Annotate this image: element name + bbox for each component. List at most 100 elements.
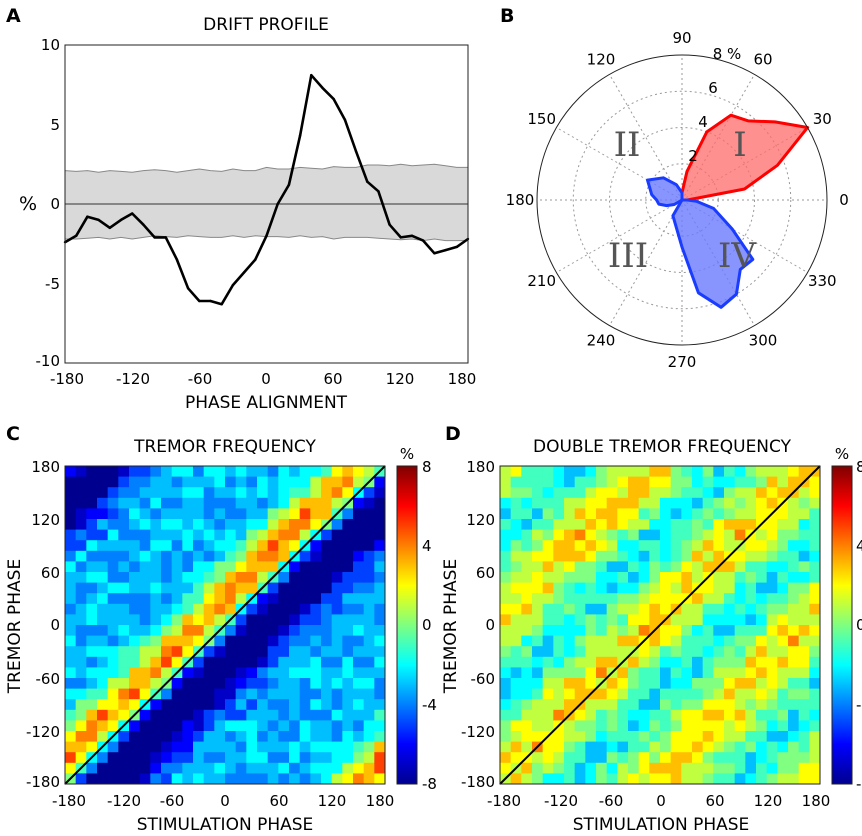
- chart-c-heat-cell: [353, 762, 365, 774]
- chart-c-heat-cell: [353, 614, 365, 626]
- chart-c-heat-cell: [289, 582, 301, 594]
- chart-c-heat-cell: [161, 762, 173, 774]
- chart-d-heat-cell: [745, 582, 757, 594]
- chart-c-heat-cell: [278, 667, 290, 679]
- chart-c-heat-cell: [86, 614, 98, 626]
- chart-c-heat-cell: [235, 487, 247, 499]
- chart-c-heat-cell: [65, 593, 77, 605]
- chart-c-heat-cell: [374, 593, 385, 605]
- chart-d-heat-cell: [596, 667, 608, 679]
- chart-d-heat-cell: [628, 699, 640, 711]
- chart-b-sector-red: [680, 113, 810, 202]
- chart-d-heat-cell: [500, 667, 512, 679]
- chart-d-heat-cell: [756, 688, 768, 700]
- chart-c-heat-cell: [107, 476, 119, 488]
- chart-d-heat-cell: [521, 762, 533, 774]
- chart-d-heat-cell: [713, 487, 725, 499]
- chart-d-heat-cell: [564, 720, 576, 732]
- chart-d-heat-cell: [564, 646, 576, 658]
- chart-d-heat-cell: [692, 593, 704, 605]
- chart-c-heat-cell: [171, 720, 183, 732]
- chart-d-heat-cell: [745, 656, 757, 668]
- chart-c-heat-cell: [97, 646, 109, 658]
- chart-d-heat-cell: [660, 487, 672, 499]
- chart-d-heat-cell: [553, 529, 565, 541]
- chart-c-heat-cell: [342, 487, 354, 499]
- chart-c-heat-cell: [139, 688, 151, 700]
- chart-d-heat-cell: [628, 614, 640, 626]
- chart-c-heat-cell: [75, 646, 87, 658]
- chart-c-heat-cell: [214, 487, 226, 499]
- chart-c-heat-cell: [129, 529, 141, 541]
- chart-d-heat-cell: [606, 603, 618, 615]
- chart-d-heat-cell: [798, 487, 810, 499]
- chart-b-angle-tick: 240: [587, 331, 616, 349]
- chart-c-heat-cell: [118, 487, 130, 499]
- chart-c-heat-cell: [278, 529, 290, 541]
- chart-c-heat-cell: [203, 699, 215, 711]
- chart-d-heat-cell: [542, 709, 554, 721]
- chart-c-heat-cell: [321, 561, 333, 573]
- chart-d-heat-cell: [713, 678, 725, 690]
- chart-c-heat-cell: [363, 752, 375, 764]
- chart-d-heat-cell: [681, 540, 693, 552]
- chart-d-heat-cell: [766, 667, 778, 679]
- chart-d-heat-cell: [745, 667, 757, 679]
- chart-c-heat-cell: [289, 540, 301, 552]
- chart-c-heat-cell: [374, 529, 385, 541]
- chart-d-heat-cell: [628, 572, 640, 584]
- chart-c-heat-cell: [214, 635, 226, 647]
- chart-d-heat-cell: [649, 635, 661, 647]
- chart-b-angle-tick: 180: [506, 191, 535, 209]
- chart-c-heat-cell: [353, 678, 365, 690]
- chart-d-heat-cell: [798, 593, 810, 605]
- chart-c-heat-cell: [203, 688, 215, 700]
- chart-d-heat-cell: [777, 582, 789, 594]
- chart-d-heat-cell: [777, 540, 789, 552]
- chart-a-point: [108, 226, 111, 230]
- chart-c-heat-cell: [171, 603, 183, 615]
- chart-c-heat-cell: [139, 752, 151, 764]
- chart-d-heat-cell: [574, 752, 586, 764]
- chart-c-heat-cell: [161, 466, 173, 478]
- chart-d-heat-cell: [596, 540, 608, 552]
- chart-c-heat-cell: [374, 699, 385, 711]
- chart-c-heat-cell: [161, 773, 173, 784]
- chart-d-xtick: -60: [599, 792, 624, 810]
- chart-d-heat-cell: [542, 487, 554, 499]
- chart-d-heat-cell: [702, 625, 714, 637]
- chart-a-point: [433, 252, 436, 255]
- chart-d-heat-cell: [617, 614, 629, 626]
- chart-c-heat-cell: [310, 550, 322, 562]
- chart-c-heat-cell: [118, 625, 130, 637]
- chart-d-heat-cell: [574, 635, 586, 647]
- chart-d-heat-cell: [521, 656, 533, 668]
- chart-c-heat-cell: [118, 582, 130, 594]
- chart-d-heat-cell: [660, 762, 672, 774]
- chart-c-ylabel: TREMOR PHASE: [5, 559, 25, 694]
- chart-d-heat-cell: [542, 614, 554, 626]
- chart-d-heat-cell: [809, 720, 820, 732]
- chart-d-heat-cell: [756, 656, 768, 668]
- chart-d-heat-cell: [574, 572, 586, 584]
- chart-d-heat-cell: [777, 487, 789, 499]
- chart-c-heat-cell: [203, 603, 215, 615]
- chart-d-heat-cell: [553, 593, 565, 605]
- chart-d-heat-cell: [809, 603, 820, 615]
- chart-d-heat-cell: [649, 476, 661, 488]
- chart-c-heat-cell: [278, 476, 290, 488]
- chart-d-heat-cell: [692, 762, 704, 774]
- chart-c-heat-cell: [267, 688, 279, 700]
- chart-d-heat-cell: [766, 529, 778, 541]
- chart-d-heat-cell: [766, 678, 778, 690]
- chart-b-grid-spoke: [556, 199, 683, 273]
- chart-d-heat-cell: [596, 593, 608, 605]
- chart-d-heat-cell: [702, 741, 714, 753]
- chart-c-heat-cell: [321, 593, 333, 605]
- tremor-frequency-panel: TREMOR FREQUENCY -180 -120 -60 0 60 120 …: [5, 437, 437, 835]
- chart-d-heat-cell: [745, 466, 757, 478]
- chart-c-heatmap: [65, 466, 385, 784]
- chart-d-heat-cell: [745, 603, 757, 615]
- chart-d-heat-cell: [798, 582, 810, 594]
- chart-d-heat-cell: [564, 625, 576, 637]
